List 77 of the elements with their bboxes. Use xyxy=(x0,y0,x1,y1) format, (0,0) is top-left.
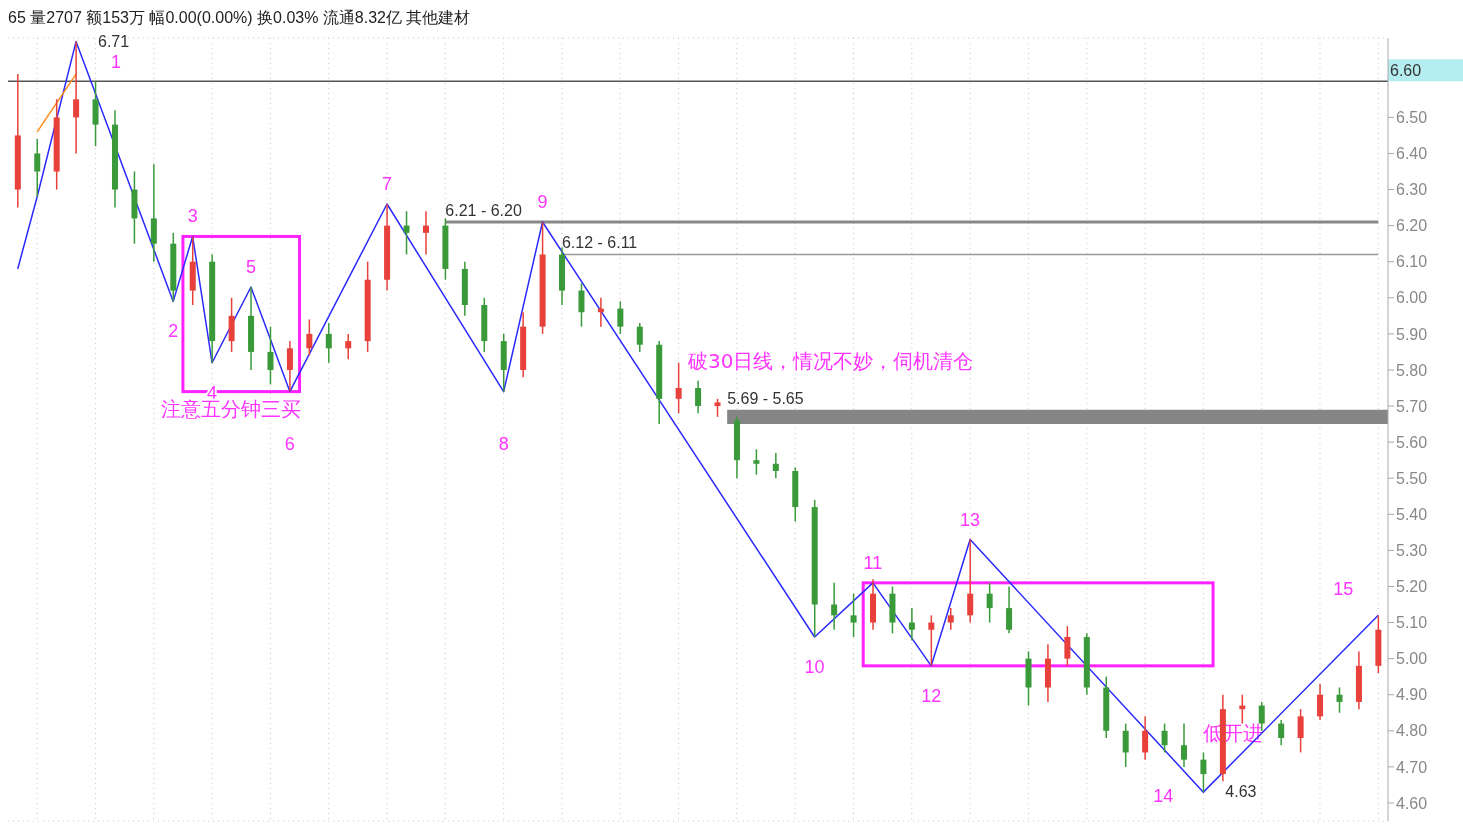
annotation: 4.63 xyxy=(1225,783,1257,801)
candlestick xyxy=(286,340,293,393)
candlestick xyxy=(928,614,935,667)
candlestick xyxy=(1317,683,1324,721)
y-tick-label: 5.80 xyxy=(1396,361,1428,379)
annotation: 2 xyxy=(168,321,179,342)
candlestick xyxy=(1161,722,1168,754)
annotation: 10 xyxy=(804,656,825,677)
y-tick-label: 6.30 xyxy=(1396,181,1428,199)
y-tick-label: 5.40 xyxy=(1396,505,1428,523)
y-tick-label: 5.60 xyxy=(1396,433,1428,451)
y-tick-label: 5.50 xyxy=(1396,469,1428,487)
annotation: 9 xyxy=(537,192,548,213)
candlestick xyxy=(714,398,721,418)
band-label: 5.69 - 5.65 xyxy=(727,389,804,407)
candlestick xyxy=(34,138,41,198)
candlestick xyxy=(306,318,313,357)
candlestick xyxy=(267,325,274,386)
candlestick xyxy=(1200,751,1207,793)
candlestick xyxy=(850,592,857,638)
candlestick xyxy=(1336,686,1343,714)
candlestick xyxy=(345,333,352,360)
annotation: 6 xyxy=(284,433,295,454)
y-tick-label: 4.80 xyxy=(1396,722,1428,740)
y-tick-label: 5.70 xyxy=(1396,397,1428,415)
candlestick xyxy=(986,582,993,624)
annotation: 11 xyxy=(863,552,883,573)
candlestick xyxy=(1142,715,1149,761)
annotation: 5 xyxy=(245,256,256,277)
candlestick xyxy=(831,582,838,631)
annotation: 破30日线，情况不妙，伺机清仓 xyxy=(687,349,974,373)
candlestick xyxy=(947,607,954,631)
y-tick-label: 6.20 xyxy=(1396,217,1428,235)
ref-line-label: 6.21 - 6.20 xyxy=(445,202,522,220)
candlestick xyxy=(73,40,80,155)
candlestick xyxy=(1006,585,1013,635)
y-tick-label: 6.40 xyxy=(1396,145,1428,163)
candlestick xyxy=(753,448,760,476)
y-tick-label: 5.30 xyxy=(1396,542,1428,560)
y-tick-label: 4.90 xyxy=(1396,686,1428,704)
y-tick-label: 5.10 xyxy=(1396,614,1428,632)
annotation: 13 xyxy=(960,509,981,530)
candlestick xyxy=(772,452,779,479)
annotation: 6.71 xyxy=(98,32,130,50)
y-tick-label: 4.60 xyxy=(1396,794,1428,812)
candlestick xyxy=(1297,708,1304,754)
annotation: 1 xyxy=(111,51,122,72)
candlestick xyxy=(675,362,682,415)
candlestick xyxy=(1122,722,1129,768)
y-tick-label: 5.20 xyxy=(1396,578,1428,596)
candlestick xyxy=(1278,719,1285,746)
ref-line-label: 6.60 xyxy=(1390,62,1422,80)
candlestick xyxy=(636,322,643,353)
y-tick-label: 5.90 xyxy=(1396,325,1428,343)
y-tick-label: 5.00 xyxy=(1396,650,1428,668)
candlestick xyxy=(1181,722,1187,768)
candlestick xyxy=(1064,625,1071,667)
chart-title: 65 量2707 额153万 幅0.00(0.00%) 换0.03% 流通8.32亿 其他建材 xyxy=(8,8,472,28)
annotation: 3 xyxy=(187,206,198,227)
annotation: 12 xyxy=(921,685,942,706)
annotation: 15 xyxy=(1333,579,1354,600)
candlestick xyxy=(617,300,624,335)
annotation: 7 xyxy=(382,173,393,194)
ref-line-label: 6.12 - 6.11 xyxy=(561,234,638,252)
y-tick-label: 4.70 xyxy=(1396,758,1428,776)
candlestick xyxy=(325,322,332,364)
candlestick xyxy=(578,282,585,328)
candlestick xyxy=(967,538,974,624)
y-tick-label: 6.10 xyxy=(1396,253,1428,271)
y-tick-label: 6.00 xyxy=(1396,289,1428,307)
candlestick xyxy=(422,210,429,256)
annotation: 14 xyxy=(1153,786,1174,807)
candlestick xyxy=(403,210,410,256)
candlestick xyxy=(908,607,915,642)
annotation: 8 xyxy=(498,433,509,454)
candlestick xyxy=(695,380,702,415)
y-tick-label: 6.50 xyxy=(1396,109,1428,127)
